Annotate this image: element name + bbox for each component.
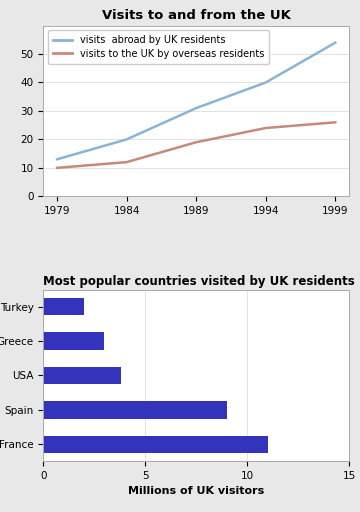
Bar [43, 367, 121, 384]
Bar [43, 332, 104, 350]
Text: Most popular countries visited by UK residents 1999: Most popular countries visited by UK res… [43, 274, 360, 288]
Bar [43, 401, 227, 419]
Bar [43, 436, 267, 453]
Bar [43, 298, 84, 315]
Title: Visits to and from the UK: Visits to and from the UK [102, 9, 291, 22]
Legend: visits  abroad by UK residents, visits to the UK by overseas residents: visits abroad by UK residents, visits to… [48, 30, 269, 63]
X-axis label: Millions of UK visitors: Millions of UK visitors [128, 486, 264, 496]
